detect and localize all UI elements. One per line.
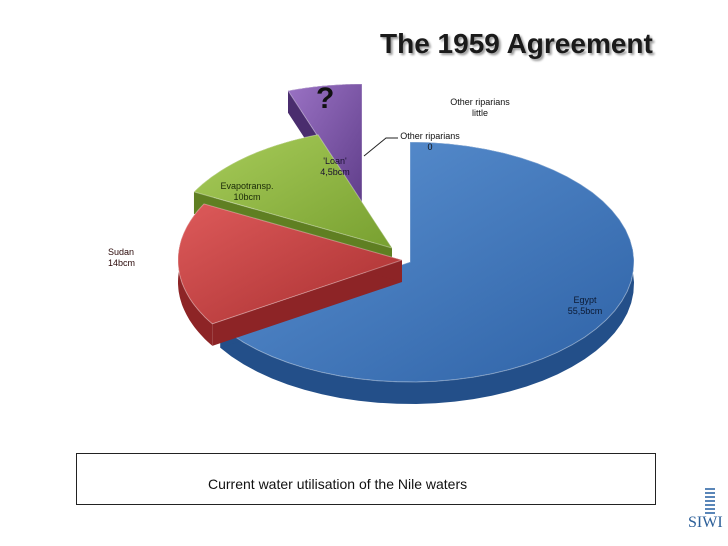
siwi-logo: SIWI (688, 488, 724, 538)
label-egypt: Egypt 55,5bcm (560, 295, 610, 317)
logo-bars-icon (705, 488, 715, 514)
label-value: 55,5bcm (567, 306, 603, 316)
label-name: Evapotransp. (220, 181, 274, 191)
label-loan: 'Loan' 4,5bcm (312, 156, 358, 178)
label-other-riparians-0: Other riparians 0 (392, 131, 468, 153)
slice-egypt (219, 141, 635, 383)
label-name: Sudan (108, 247, 135, 257)
label-sudan: Sudan 14bcm (108, 247, 135, 269)
question-mark: ? (316, 82, 335, 115)
slice-face-1-0 (212, 260, 402, 346)
label-value: 10bcm (233, 192, 261, 202)
label-name: Other riparians (400, 131, 460, 141)
label-value: little (471, 108, 488, 118)
logo-text: SIWI (688, 514, 723, 531)
label-name: 'Loan' (323, 156, 347, 166)
slice-sudan (177, 203, 404, 325)
slide-title: The 1959 Agreement (380, 28, 653, 59)
caption-text: Current water utilisation of the Nile wa… (208, 476, 468, 492)
label-evapotransp: Evapotransp. 10bcm (216, 181, 278, 203)
slice-evapotransp (193, 134, 394, 249)
label-name: Other riparians (450, 97, 510, 107)
label-value: 0 (427, 142, 433, 152)
leader-line (363, 137, 398, 157)
label-name: Egypt (573, 295, 597, 305)
label-value: 4,5bcm (320, 167, 350, 177)
label-value: 14bcm (108, 258, 136, 268)
caption-box (76, 453, 656, 505)
label-other-riparians-little: Other riparians little (440, 97, 520, 119)
